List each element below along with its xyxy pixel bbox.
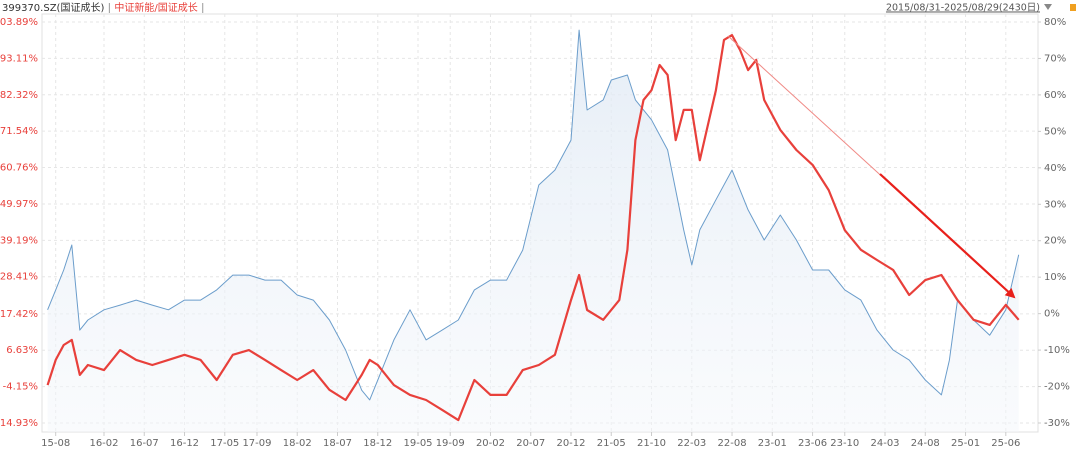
y2-tick-label: 60% <box>1044 90 1066 101</box>
x-tick-label: 23-06 <box>798 438 827 449</box>
x-tick-label: 20-12 <box>556 438 585 449</box>
y2-tick-label: -10% <box>1044 345 1070 356</box>
x-tick-label: 19-09 <box>436 438 465 449</box>
dropdown-icon[interactable] <box>1044 4 1052 10</box>
x-tick-label: 25-01 <box>951 438 980 449</box>
x-tick-label: 16-12 <box>170 438 199 449</box>
y2-tick-label: 80% <box>1044 17 1066 28</box>
x-tick-label: 17-09 <box>242 438 271 449</box>
y2-tick-label: -30% <box>1044 418 1070 429</box>
series-line <box>47 29 1020 401</box>
y-tick-label: 39.19% <box>0 235 38 246</box>
y-tick-label: 103.89% <box>0 17 38 28</box>
y2-tick-label: 50% <box>1044 126 1066 137</box>
legend-entry: 399370.SZ(国证成长) <box>2 2 104 14</box>
y-tick-label: 17.42% <box>0 309 38 320</box>
x-tick-label: 22-03 <box>677 438 706 449</box>
x-tick-label: 20-07 <box>516 438 545 449</box>
y-tick-label: 49.97% <box>0 199 38 210</box>
y-tick-label: -4.15% <box>3 382 38 393</box>
x-tick-label: 22-08 <box>718 438 747 449</box>
x-tick-label: 24-08 <box>911 438 940 449</box>
x-tick-label: 18-12 <box>363 438 392 449</box>
x-tick-label: 16-02 <box>89 438 118 449</box>
x-tick-label: 21-10 <box>637 438 666 449</box>
y2-tick-label: 0% <box>1044 309 1060 320</box>
y-tick-label: 93.11% <box>0 53 38 64</box>
series-area <box>47 30 1019 432</box>
x-tick-label: 17-05 <box>210 438 239 449</box>
y2-tick-label: 10% <box>1044 272 1066 283</box>
x-tick-label: 24-03 <box>870 438 899 449</box>
x-tick-label: 19-05 <box>403 438 432 449</box>
x-tick-label: 25-06 <box>991 438 1020 449</box>
trend-arrow <box>879 173 1016 299</box>
series-line <box>46 34 1020 422</box>
lock-icon[interactable] <box>1070 4 1076 11</box>
x-tick-label: 18-02 <box>283 438 312 449</box>
y-tick-label: 6.63% <box>6 345 38 356</box>
x-tick-label: 16-07 <box>130 438 159 449</box>
x-tick-label: 18-07 <box>323 438 352 449</box>
date-range[interactable]: 2015/08/31-2025/08/29(2430日) <box>886 3 1040 14</box>
y2-tick-label: 30% <box>1044 199 1066 210</box>
y-tick-label: 71.54% <box>0 126 38 137</box>
y-tick-label: 60.76% <box>0 163 38 174</box>
y-tick-label: -14.93% <box>0 418 38 429</box>
x-tick-label: 21-05 <box>597 438 626 449</box>
y-tick-label: 28.41% <box>0 272 38 283</box>
y2-tick-label: 40% <box>1044 163 1066 174</box>
x-tick-label: 20-02 <box>476 438 505 449</box>
y-tick-label: 82.32% <box>0 90 38 101</box>
x-tick-label: 23-10 <box>830 438 859 449</box>
y2-tick-label: 20% <box>1044 236 1066 247</box>
legend-entry: 中证新能/国证成长 <box>114 1 197 14</box>
x-tick-label: 23-01 <box>758 438 787 449</box>
y2-tick-label: 70% <box>1044 53 1066 64</box>
x-tick-label: 15-08 <box>41 438 70 449</box>
y2-tick-label: -20% <box>1044 382 1070 393</box>
